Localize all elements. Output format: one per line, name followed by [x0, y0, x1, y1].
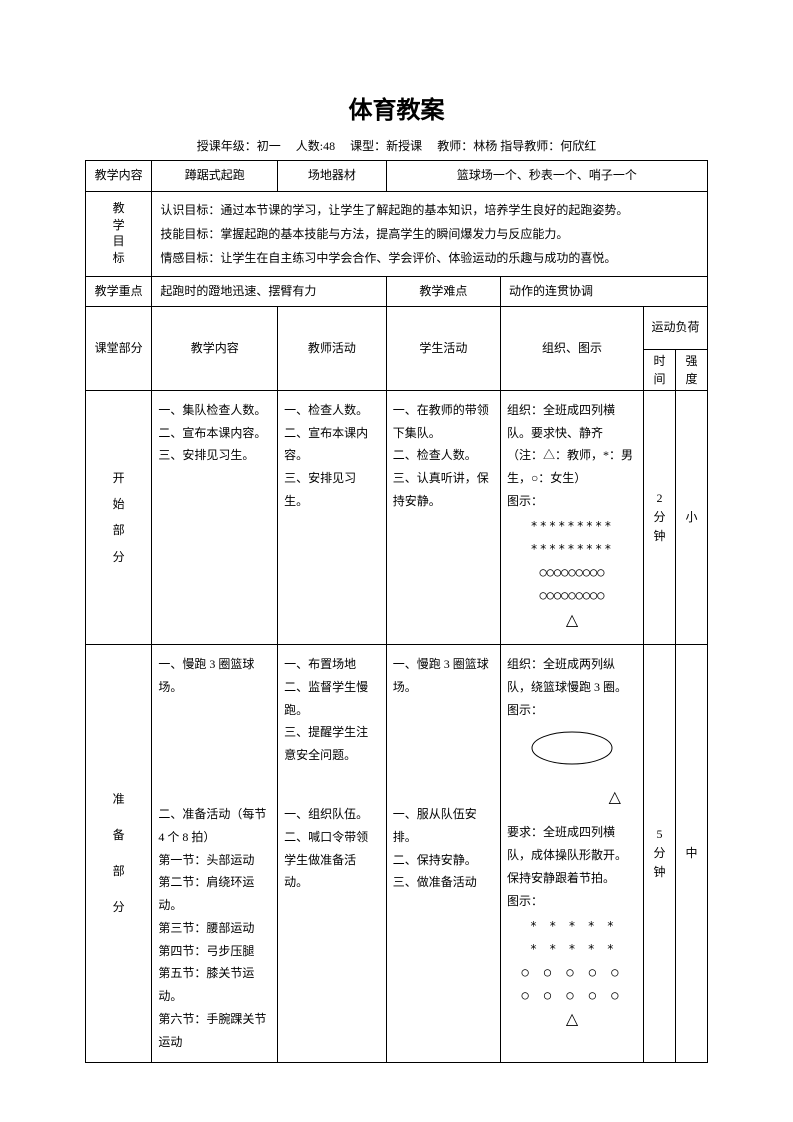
phase2-label: 准备部分 [86, 644, 152, 1062]
phase2-org2-text: 要求：全班成四列横队，成体操队形散开。保持安静跟着节拍。 图示： [507, 821, 637, 912]
mentor-value: 何欣红 [560, 139, 596, 153]
diff-label: 教学难点 [386, 276, 500, 307]
phase2-student: 一、慢跑 3 圈篮球场。 一、服从队伍安排。 二、保持安静。 三、做准备活动 [386, 644, 500, 1062]
diff-value: 动作的连贯协调 [501, 276, 708, 307]
grade-value: 初一 [257, 139, 281, 153]
phase1-formation-4: ○○○○○○○○○ [507, 586, 637, 605]
phase2-teacher-1: 一、布置场地 二、监督学生慢跑。 三、提醒学生注意安全问题。 [284, 653, 380, 803]
key-label: 教学重点 [86, 276, 152, 307]
phase1-content: 一、集队检查人数。 二、宣布本课内容。 三、安排见习生。 [152, 390, 278, 644]
phase2-teacher-2: 一、组织队伍。 二、喊口令带领学生做准备活动。 [284, 803, 380, 894]
type-label: 课型： [350, 139, 386, 153]
mentor-label: 指导教师： [500, 139, 560, 153]
phase1-time: 2分钟 [643, 390, 675, 644]
phase1-time-text: 2分钟 [653, 489, 665, 547]
phase2-content-2: 二、准备活动（每节 4 个 8 拍） 第一节：头部运动 第二节：肩绕环运动。 第… [158, 803, 271, 1054]
phase2-teacher: 一、布置场地 二、监督学生慢跑。 三、提醒学生注意安全问题。 一、组织队伍。 二… [278, 644, 387, 1062]
goal-line-1: 认识目标：通过本节课的学习，让学生了解起跑的基本知识，培养学生良好的起跑姿势。 [160, 198, 699, 222]
phase2-student-1: 一、慢跑 3 圈篮球场。 [393, 653, 494, 803]
phase1-formation-3: ○○○○○○○○○ [507, 563, 637, 582]
header-content: 教学内容 [152, 307, 278, 391]
meta-line: 授课年级：初一 人数:48 课型：新授课 教师：林杨 指导教师：何欣红 [85, 137, 708, 154]
phase2-org: 组织：全班成两列纵队，绕篮球慢跑 3 圈。 图示： △ 要求：全班成四列横队，成… [501, 644, 644, 1062]
phase2-content: 一、慢跑 3 圈篮球场。 二、准备活动（每节 4 个 8 拍） 第一节：头部运动… [152, 644, 278, 1062]
phase2-intensity: 中 [675, 644, 707, 1062]
phase1-teacher: 一、检查人数。 二、宣布本课内容。 三、安排见习生。 [278, 390, 387, 644]
teacher-label: 教师： [437, 139, 473, 153]
phase1-intensity: 小 [675, 390, 707, 644]
phase2-content-1: 一、慢跑 3 圈篮球场。 [158, 653, 271, 803]
header-time: 时间 [643, 349, 675, 390]
grade-label: 授课年级： [197, 139, 257, 153]
goal-line-2: 技能目标：掌握起跑的基本技能与方法，提高学生的瞬间爆发力与反应能力。 [160, 222, 699, 246]
page-title: 体育教案 [85, 90, 708, 125]
phase2-formation-3: ○ ○ ○ ○ ○ [507, 963, 637, 982]
goals-label: 教学目标 [86, 191, 152, 276]
teacher-value: 林杨 [473, 139, 497, 153]
key-value: 起跑时的蹬地迅速、摆臂有力 [152, 276, 386, 307]
phase1-formation-1: ********* [507, 517, 637, 536]
count-label: 人数: [296, 139, 323, 153]
header-intensity-text: 强度 [685, 352, 697, 388]
goal-line-3: 情感目标：让学生在自主练习中学会合作、学会评价、体验运动的乐趣与成功的喜悦。 [160, 246, 699, 270]
ellipse-icon [507, 727, 637, 777]
phase2-student-2: 一、服从队伍安排。 二、保持安静。 三、做准备活动 [393, 803, 494, 894]
equip-label: 场地器材 [278, 161, 387, 192]
header-intensity: 强度 [675, 349, 707, 390]
phase2-formation-2: * * * * * [507, 940, 637, 959]
phase1-formation-2: ********* [507, 540, 637, 559]
phase1-org-text: 组织：全班成四列横队。要求快、静齐（注：△：教师，*：男生，○：女生） 图示： [507, 399, 637, 513]
phase1-triangle-icon: △ [507, 606, 637, 636]
equip-value: 篮球场一个、秒表一个、哨子一个 [386, 161, 707, 192]
phase2-formation-4: ○ ○ ○ ○ ○ [507, 986, 637, 1005]
header-teacher-act: 教师活动 [278, 307, 387, 391]
phase2-triangle-1: △ [507, 783, 637, 813]
header-org: 组织、图示 [501, 307, 644, 391]
content-label: 教学内容 [86, 161, 152, 192]
count-value: 48 [323, 139, 335, 153]
header-load: 运动负荷 [643, 307, 707, 350]
phase2-org1-text: 组织：全班成两列纵队，绕篮球慢跑 3 圈。 图示： [507, 653, 637, 721]
goals-cell: 认识目标：通过本节课的学习，让学生了解起跑的基本知识，培养学生良好的起跑姿势。 … [152, 191, 708, 276]
phase2-label-text: 准备部分 [113, 781, 125, 925]
lesson-plan-table: 教学内容 蹲踞式起跑 场地器材 篮球场一个、秒表一个、哨子一个 教学目标 认识目… [85, 160, 708, 1063]
header-part: 课堂部分 [86, 307, 152, 391]
phase2-time-text: 5分钟 [653, 825, 665, 883]
header-time-text: 时间 [653, 352, 665, 388]
header-student-act: 学生活动 [386, 307, 500, 391]
goals-label-text: 教学目标 [113, 200, 125, 267]
phase2-time: 5分钟 [643, 644, 675, 1062]
phase1-student: 一、在教师的带领下集队。 二、检查人数。 三、认真听讲，保持安静。 [386, 390, 500, 644]
type-value: 新授课 [386, 139, 422, 153]
phase1-label-text: 开始部分 [113, 465, 125, 571]
phase1-org: 组织：全班成四列横队。要求快、静齐（注：△：教师，*：男生，○：女生） 图示： … [501, 390, 644, 644]
phase2-triangle-2: △ [507, 1005, 637, 1035]
phase1-label: 开始部分 [86, 390, 152, 644]
content-value: 蹲踞式起跑 [152, 161, 278, 192]
phase2-formation-1: * * * * * [507, 917, 637, 936]
